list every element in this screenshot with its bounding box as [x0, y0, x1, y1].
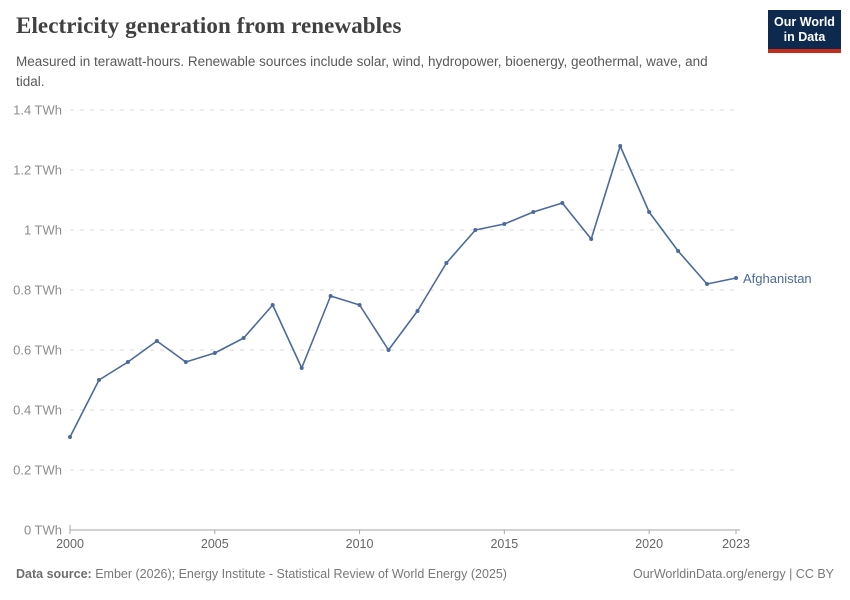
- data-point[interactable]: [154, 339, 159, 343]
- y-tick-label: 1 TWh: [24, 223, 62, 238]
- y-tick-label: 0.4 TWh: [13, 403, 62, 418]
- line-chart-svg: 0 TWh 0.2 TWh 0.4 TWh 0.6 TWh 0.8 TWh 1 TWh 1.…: [13, 103, 750, 552]
- data-point[interactable]: [241, 336, 246, 340]
- data-source-text: Ember (2026); Energy Institute - Statist…: [91, 567, 507, 581]
- x-tick-label: 2023: [722, 537, 750, 551]
- data-point[interactable]: [502, 222, 507, 226]
- data-point[interactable]: [357, 303, 362, 307]
- data-point[interactable]: [125, 360, 130, 364]
- data-point[interactable]: [386, 348, 391, 352]
- y-tick-label: 0.8 TWh: [13, 283, 62, 298]
- data-point[interactable]: [734, 276, 738, 280]
- data-source-label: Data source:: [16, 567, 92, 581]
- y-tick-label: 1.4 TWh: [13, 103, 62, 118]
- data-point[interactable]: [473, 228, 478, 232]
- y-tick-label: 0.2 TWh: [13, 463, 62, 478]
- chart-canvas[interactable]: 0 TWh 0.2 TWh 0.4 TWh 0.6 TWh 0.8 TWh 1 TWh 1.…: [0, 95, 850, 565]
- data-point[interactable]: [618, 144, 623, 148]
- x-tick-label: 2015: [490, 537, 518, 551]
- data-point[interactable]: [676, 249, 681, 253]
- data-point[interactable]: [705, 282, 709, 286]
- data-point[interactable]: [589, 237, 594, 241]
- data-line[interactable]: [69, 145, 737, 438]
- data-point[interactable]: [531, 210, 536, 214]
- owid-logo-line2: in Data: [783, 30, 826, 44]
- y-tick-label: 0.6 TWh: [13, 343, 62, 358]
- x-tick-label: 2000: [56, 537, 84, 551]
- data-point[interactable]: [68, 435, 72, 439]
- x-tick-label: 2010: [346, 537, 374, 551]
- owid-logo[interactable]: Our World in Data: [768, 10, 841, 53]
- data-point[interactable]: [444, 261, 449, 265]
- chart-subtitle: Measured in terawatt-hours. Renewable so…: [16, 54, 708, 89]
- data-point[interactable]: [647, 210, 652, 214]
- data-point[interactable]: [270, 303, 275, 307]
- series-entity-label[interactable]: Afghanistan: [743, 271, 812, 286]
- credit-link[interactable]: OurWorldinData.org/energy | CC BY: [632, 567, 834, 581]
- chart-footer: Data source: Ember (2026); Energy Instit…: [16, 567, 834, 581]
- data-point[interactable]: [299, 366, 304, 370]
- x-tick-label: 2005: [201, 537, 229, 551]
- data-point[interactable]: [560, 201, 565, 205]
- y-tick-label: 0 TWh: [24, 523, 62, 538]
- data-source-note: Data source: Ember (2026); Energy Instit…: [16, 567, 507, 581]
- y-tick-label: 1.2 TWh: [13, 163, 62, 178]
- owid-logo-line1: Our World: [774, 15, 835, 29]
- data-point[interactable]: [97, 378, 101, 382]
- data-point[interactable]: [183, 360, 188, 364]
- chart-title: Electricity generation from renewables: [16, 13, 402, 38]
- data-point[interactable]: [415, 309, 420, 313]
- data-point[interactable]: [212, 351, 217, 355]
- data-point[interactable]: [328, 294, 333, 298]
- x-tick-label: 2020: [635, 537, 663, 551]
